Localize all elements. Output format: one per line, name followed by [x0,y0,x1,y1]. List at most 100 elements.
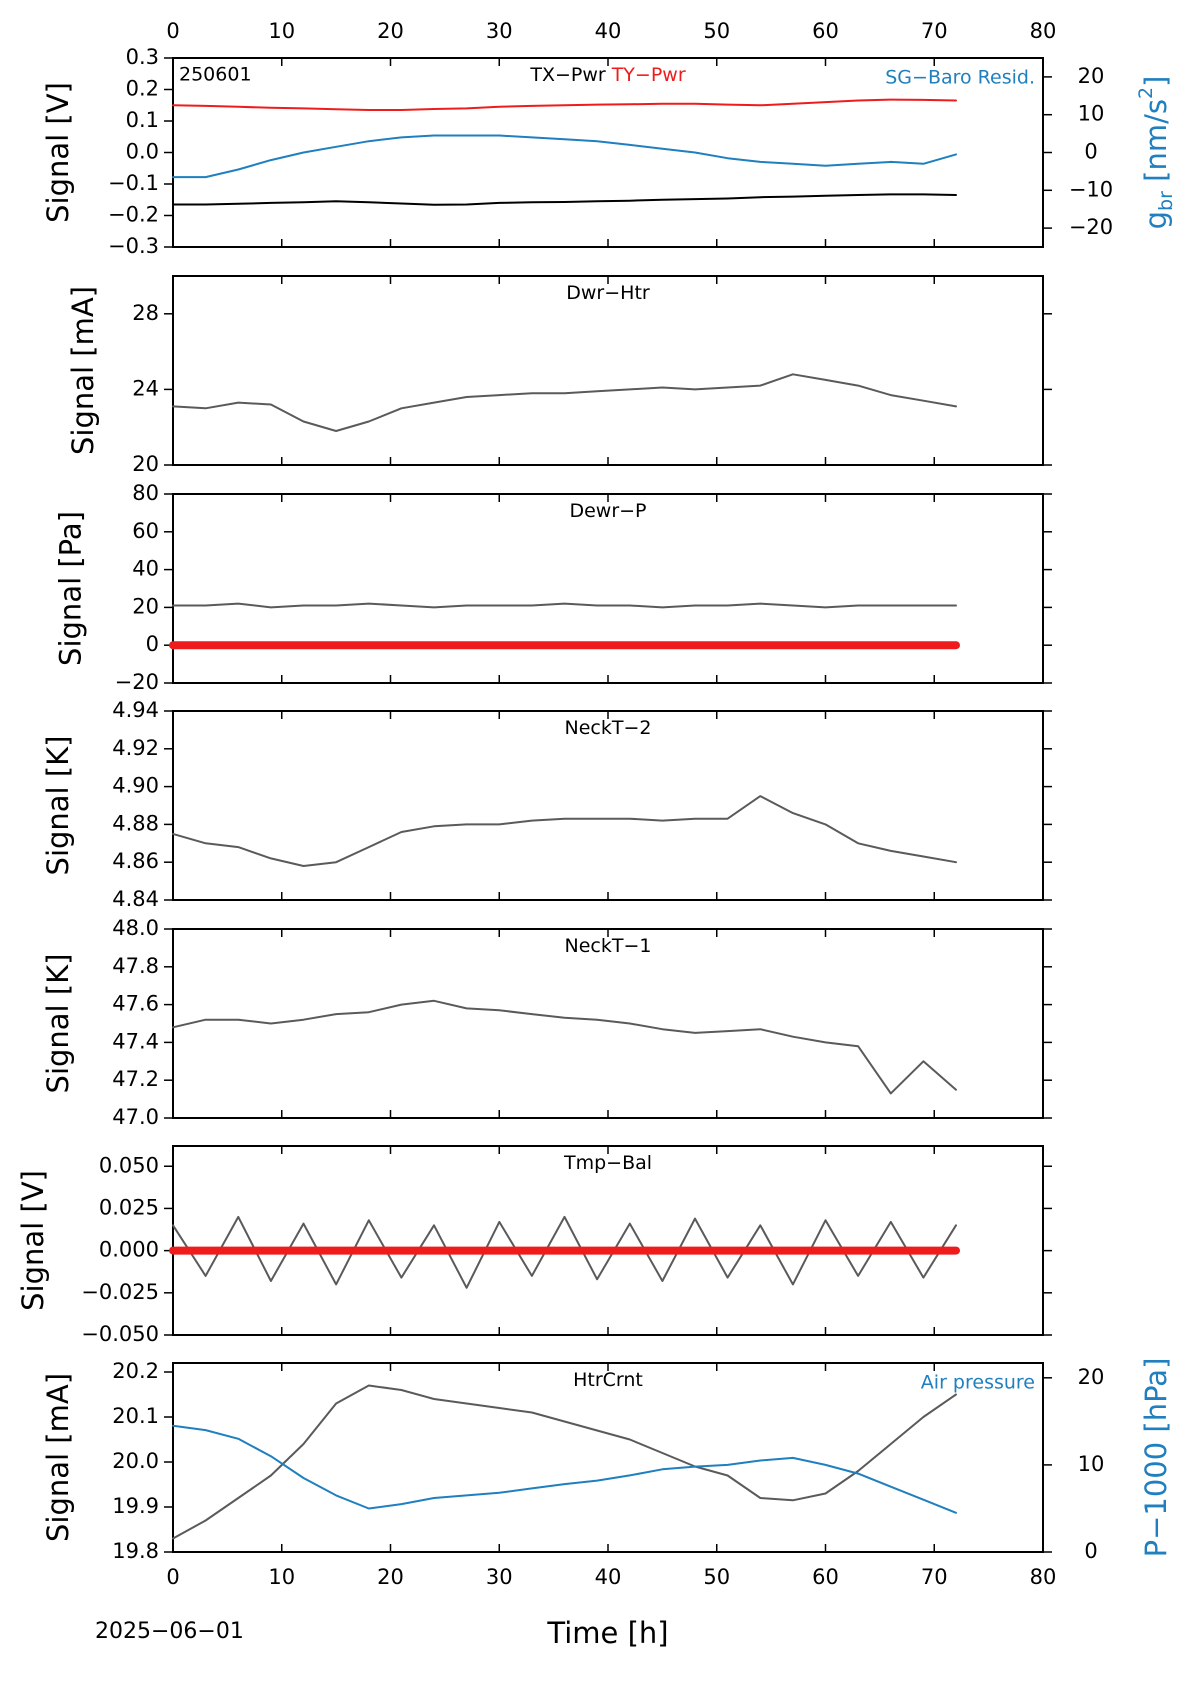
x-tick-label: 0 [166,19,179,43]
y-tick-label: 0.000 [99,1238,159,1262]
y-tick-label: 20.0 [112,1449,159,1473]
y-tick-label: −0.025 [81,1280,159,1304]
y-axis-label: Signal [V] [16,1170,50,1311]
y-tick-label: 0.1 [126,108,159,132]
x-tick-label: 40 [595,1565,622,1589]
panel-title: NeckT−1 [565,935,652,957]
x-tick-label: 30 [486,1565,513,1589]
series-line [172,134,957,179]
y2-axis-label: P−1000 [hPa] [1139,1358,1173,1558]
y-tick-label: 47.0 [112,1105,159,1129]
y-tick-label: 47.2 [112,1067,159,1091]
y-tick-label: 80 [132,481,159,505]
y-tick-label: 20.2 [112,1359,159,1383]
x-tick-label: 60 [812,19,839,43]
y2-label-part: [nm/s [1139,99,1173,191]
y-tick-label: 19.9 [112,1494,159,1518]
y-tick-label: 47.8 [112,954,159,978]
y2-tick-label: 0 [1084,1539,1097,1563]
plot-frame [172,1145,1044,1336]
plot-frame [172,710,1044,901]
y-axis-label: Signal [K] [41,954,75,1094]
panel-title: NeckT−2 [565,717,652,739]
y-tick-label: −0.050 [81,1322,159,1346]
y-tick-label: 4.92 [112,736,159,760]
y2-axis-label: gbr [nm/s2] [1135,76,1177,230]
y-tick-label: 24 [132,376,159,400]
series-line [172,373,957,432]
x-tick-label: 70 [921,1565,948,1589]
y-tick-label: 4.86 [112,849,159,873]
legend-entry: HtrCrnt [573,1369,643,1391]
legend-entry: TX−Pwr [529,64,606,86]
legend-entry: Air pressure [921,1372,1035,1394]
y-tick-label: 0.3 [126,45,159,69]
legend-entry: Dwr−Htr [566,282,650,304]
y-tick-label: 60 [132,519,159,543]
series-line [172,602,957,609]
y-tick-label: 19.8 [112,1539,159,1563]
y-tick-label: 0.050 [99,1153,159,1177]
y-tick-label: 0.025 [99,1195,159,1219]
series-line [172,1424,957,1514]
y-tick-label: 48.0 [112,916,159,940]
y-tick-label: 28 [132,301,159,325]
x-tick-label: 20 [377,19,404,43]
x-tick-label: 30 [486,19,513,43]
y2-tick-label: 20 [1078,64,1105,88]
y-tick-label: 4.84 [112,887,159,911]
legend-entry: TY−Pwr [611,64,686,86]
y-tick-label: 20 [132,452,159,476]
x-tick-label: 50 [703,19,730,43]
y-axis-label: Signal [V] [41,82,75,223]
panel-title: HtrCrnt [573,1369,643,1391]
series-line [172,1384,957,1540]
y-tick-label: −0.2 [108,203,159,227]
y-tick-label: 20 [132,594,159,618]
y-tick-label: 4.88 [112,811,159,835]
y-tick-label: 0 [146,632,159,656]
y2-tick-label: 20 [1078,1365,1105,1389]
legend-entry: NeckT−1 [565,935,652,957]
y-axis-label: Signal [K] [41,736,75,876]
y-tick-label: 0.2 [126,77,159,101]
y2-label-part: ] [1139,76,1173,87]
y-axis-label: Signal [mA] [66,286,100,455]
plot-frame [172,1362,1044,1553]
x-tick-label: 80 [1030,1565,1057,1589]
y-tick-label: −0.1 [108,171,159,195]
y2-tick-label: −10 [1069,177,1113,201]
x-tick-label: 20 [377,1565,404,1589]
y-tick-label: 20.1 [112,1404,159,1428]
plot-frame [172,275,1044,466]
series-line [172,1215,957,1289]
panel-title: Dewr−P [569,500,646,522]
x-tick-label: 40 [595,19,622,43]
y-axis-label: Signal [Pa] [54,511,88,666]
panel-title: Dwr−Htr [566,282,650,304]
y-axis-label: Signal [mA] [41,1373,75,1542]
y-tick-label: 0.0 [126,140,159,164]
series-line [172,193,957,206]
x-tick-label: 0 [166,1565,179,1589]
panel-title: TX−Pwr TY−Pwr [529,64,685,86]
annotation: 250601 [179,64,252,86]
y2-tick-label: 10 [1078,102,1105,126]
legend-entry: SG−Baro Resid. [885,67,1035,89]
x-tick-label: 10 [268,1565,295,1589]
series-line [172,98,957,111]
y2-label-part: 2 [1135,87,1157,99]
y-tick-label: 47.6 [112,992,159,1016]
y2-label-part: P−1000 [hPa] [1139,1358,1173,1558]
plot-frame [172,493,1044,684]
y2-label-part: g [1139,211,1173,229]
legend-entry: NeckT−2 [565,717,652,739]
y-tick-label: 40 [132,557,159,581]
x-tick-label: 10 [268,19,295,43]
y2-label-part: br [1155,191,1177,211]
date-label: 2025−06−01 [95,1619,244,1644]
x-tick-label: 60 [812,1565,839,1589]
y2-tick-label: −20 [1069,215,1113,239]
plot-frame [172,928,1044,1119]
